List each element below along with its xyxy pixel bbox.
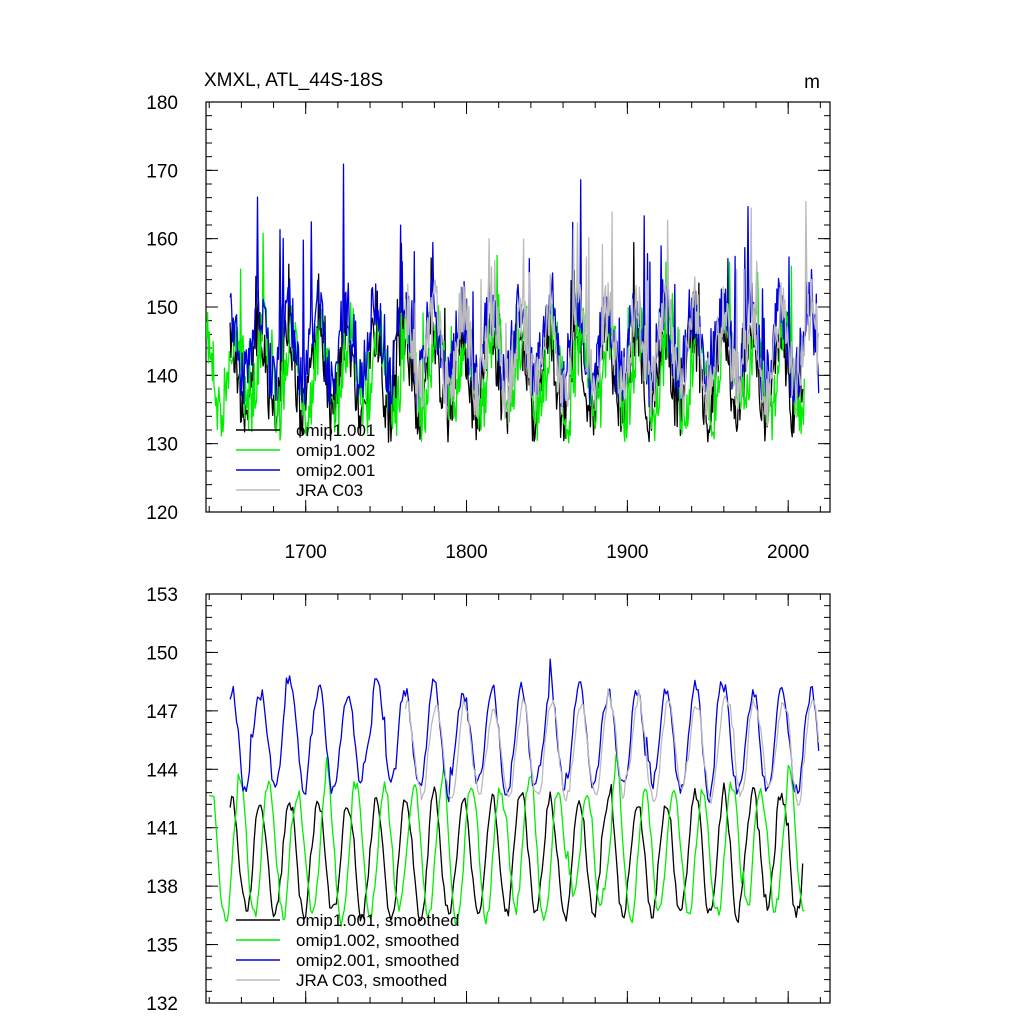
y-tick-label: 170 [146, 161, 178, 182]
y-tick-label: 138 [146, 877, 178, 898]
y-tick-label: 160 [146, 230, 178, 251]
plot-frame [205, 593, 831, 1004]
series-line-omip1-001 [229, 782, 804, 923]
top-chart-title: XMXL, ATL_44S-18S [204, 70, 383, 91]
legend-label: omip2.001 [296, 461, 375, 480]
y-tick-label: 144 [146, 760, 178, 781]
y-tick-label: 140 [146, 366, 178, 387]
x-tick-label: 1700 [285, 542, 327, 563]
y-tick-label: 141 [146, 819, 178, 840]
y-tick-label: 120 [146, 503, 178, 524]
legend-label: omip1.002 [296, 441, 375, 460]
y-tick-label: 153 [146, 585, 178, 606]
series-group [208, 658, 820, 927]
y-tick-label: 135 [146, 936, 178, 957]
legend-label: JRA C03 [296, 481, 363, 500]
legend-label: omip1.001 [296, 421, 375, 440]
y-tick-label: 150 [146, 643, 178, 664]
x-tick-label: 1900 [606, 542, 648, 563]
y-tick-label: 150 [146, 298, 178, 319]
series-group [206, 163, 820, 444]
series-line-omip2-001 [229, 658, 820, 803]
y-tick-label: 180 [146, 93, 178, 114]
series-line-omip1-002 [208, 753, 805, 927]
series-line-jra-c03 [404, 200, 820, 427]
top-chart-units: m [804, 72, 820, 93]
legend-label: omip1.002, smoothed [296, 931, 460, 950]
legend-label: JRA C03, smoothed [296, 971, 447, 990]
y-tick-label: 147 [146, 702, 178, 723]
top-chart: 120 130 140 150 160 170 180 1700 1800 1900 2000 omi… [146, 93, 831, 563]
x-tick-label: 1800 [445, 542, 487, 563]
x-tick-label: 2000 [767, 542, 809, 563]
legend-label: omip1.001, smoothed [296, 911, 460, 930]
y-tick-label: 132 [146, 994, 178, 1015]
bottom-chart: 132 135 138 141 144 147 150 153 omip1.001, smoot… [146, 585, 831, 1015]
legend-label: omip2.001, smoothed [296, 951, 460, 970]
series-line-jra-c03 [404, 688, 820, 806]
y-tick-label: 130 [146, 435, 178, 456]
